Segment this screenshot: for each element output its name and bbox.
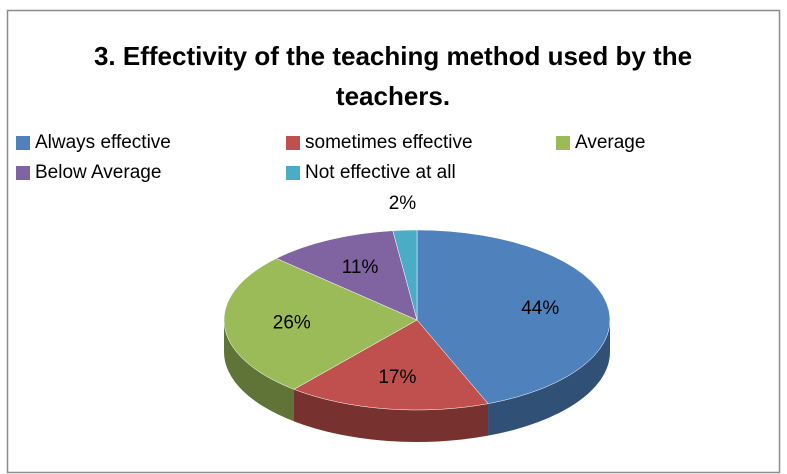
data-label: 17% [378, 367, 416, 388]
legend-label: Not effective at all [305, 162, 456, 183]
slice-side [224, 320, 294, 422]
data-label: 2% [389, 193, 417, 214]
data-label: 11% [342, 257, 379, 278]
legend-swatch [16, 136, 30, 150]
legend-label: Always effective [35, 132, 171, 153]
legend-label: Average [575, 132, 645, 153]
legend-swatch [556, 136, 570, 150]
data-label: 26% [273, 313, 311, 334]
slice [275, 230, 418, 321]
slice [392, 229, 418, 321]
slice [293, 319, 489, 411]
legend-swatch [286, 166, 300, 180]
slice [416, 229, 611, 404]
slice-side [488, 320, 610, 436]
slice [223, 258, 418, 390]
legend-swatch [16, 166, 30, 180]
data-label: 44% [521, 298, 559, 319]
slice-side [293, 389, 489, 442]
legend-label: sometimes effective [305, 132, 473, 153]
chart-title: 3. Effectivity of the teaching method us… [93, 41, 693, 111]
legend-label: Below Average [35, 162, 161, 183]
legend-swatch [286, 136, 300, 150]
